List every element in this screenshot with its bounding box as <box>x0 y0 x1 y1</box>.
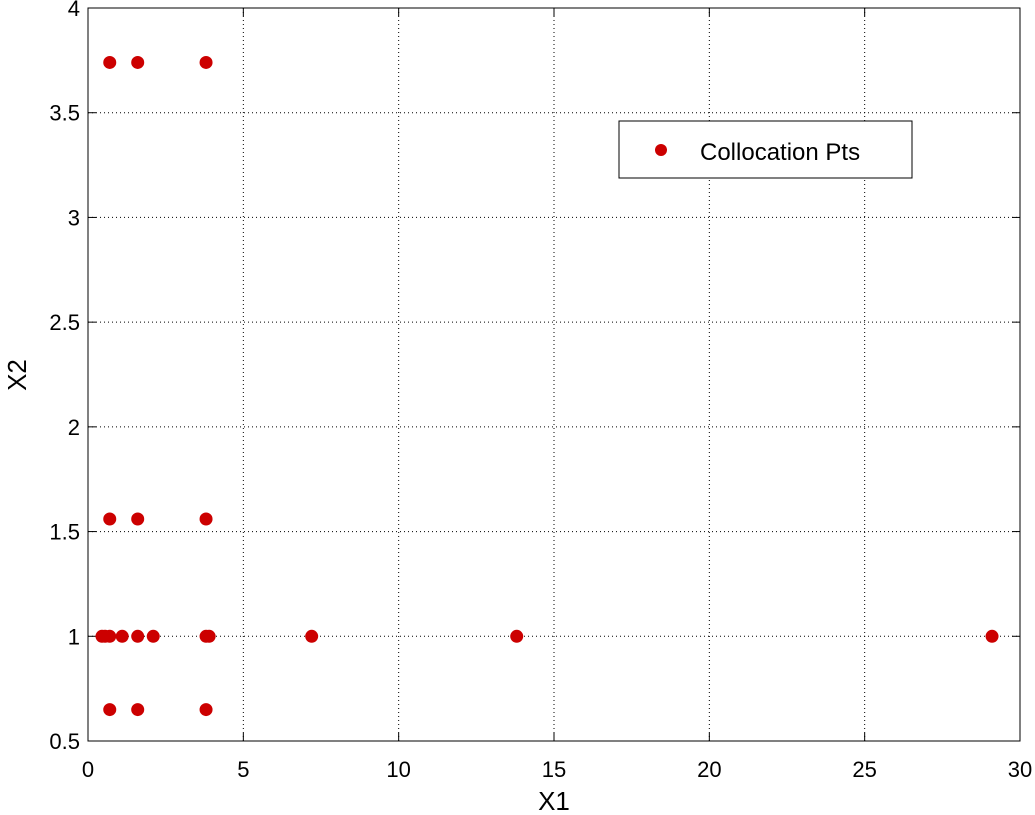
legend-label: Collocation Pts <box>700 139 860 166</box>
data-point <box>131 703 145 717</box>
x-tick-label: 15 <box>542 757 566 782</box>
y-tick-label: 1 <box>68 624 80 649</box>
x-tick-label: 25 <box>852 757 876 782</box>
x-tick-label: 5 <box>237 757 249 782</box>
data-point <box>202 629 216 643</box>
y-tick-label: 3 <box>68 205 80 230</box>
data-points <box>95 55 999 717</box>
y-tick-label: 3.5 <box>49 101 80 126</box>
legend-box <box>618 120 913 179</box>
y-tick-label: 1.5 <box>49 520 80 545</box>
data-point <box>131 512 145 526</box>
x-tick-labels: 0 5 10 15 20 25 30 <box>82 757 1032 782</box>
data-point <box>131 55 145 69</box>
data-point <box>103 512 117 526</box>
x-tick-label: 0 <box>82 757 94 782</box>
legend-marker <box>655 144 667 156</box>
y-tick-labels: 0.5 1 1.5 2 2.5 3 3.5 4 <box>49 0 80 754</box>
data-point <box>115 629 129 643</box>
x-tick-label: 30 <box>1008 757 1032 782</box>
tick-marks <box>87 7 1021 742</box>
data-point <box>103 629 117 643</box>
data-point <box>146 629 160 643</box>
grid-lines <box>88 8 1020 741</box>
x-tick-label: 10 <box>386 757 410 782</box>
plot-area <box>88 8 1020 741</box>
x-tick-label: 20 <box>697 757 721 782</box>
x-axis-label: X1 <box>538 786 570 815</box>
data-point <box>199 512 213 526</box>
data-point <box>199 703 213 717</box>
data-point <box>305 629 319 643</box>
data-point <box>199 55 213 69</box>
y-tick-label: 0.5 <box>49 729 80 754</box>
data-point <box>510 629 524 643</box>
data-point <box>103 703 117 717</box>
data-point <box>103 55 117 69</box>
data-point <box>131 629 145 643</box>
legend: Collocation Pts <box>618 120 913 179</box>
y-tick-label: 2.5 <box>49 310 80 335</box>
data-point <box>985 629 999 643</box>
y-tick-label: 2 <box>68 415 80 440</box>
y-axis-label: X2 <box>2 359 32 391</box>
y-tick-label: 4 <box>68 0 80 21</box>
